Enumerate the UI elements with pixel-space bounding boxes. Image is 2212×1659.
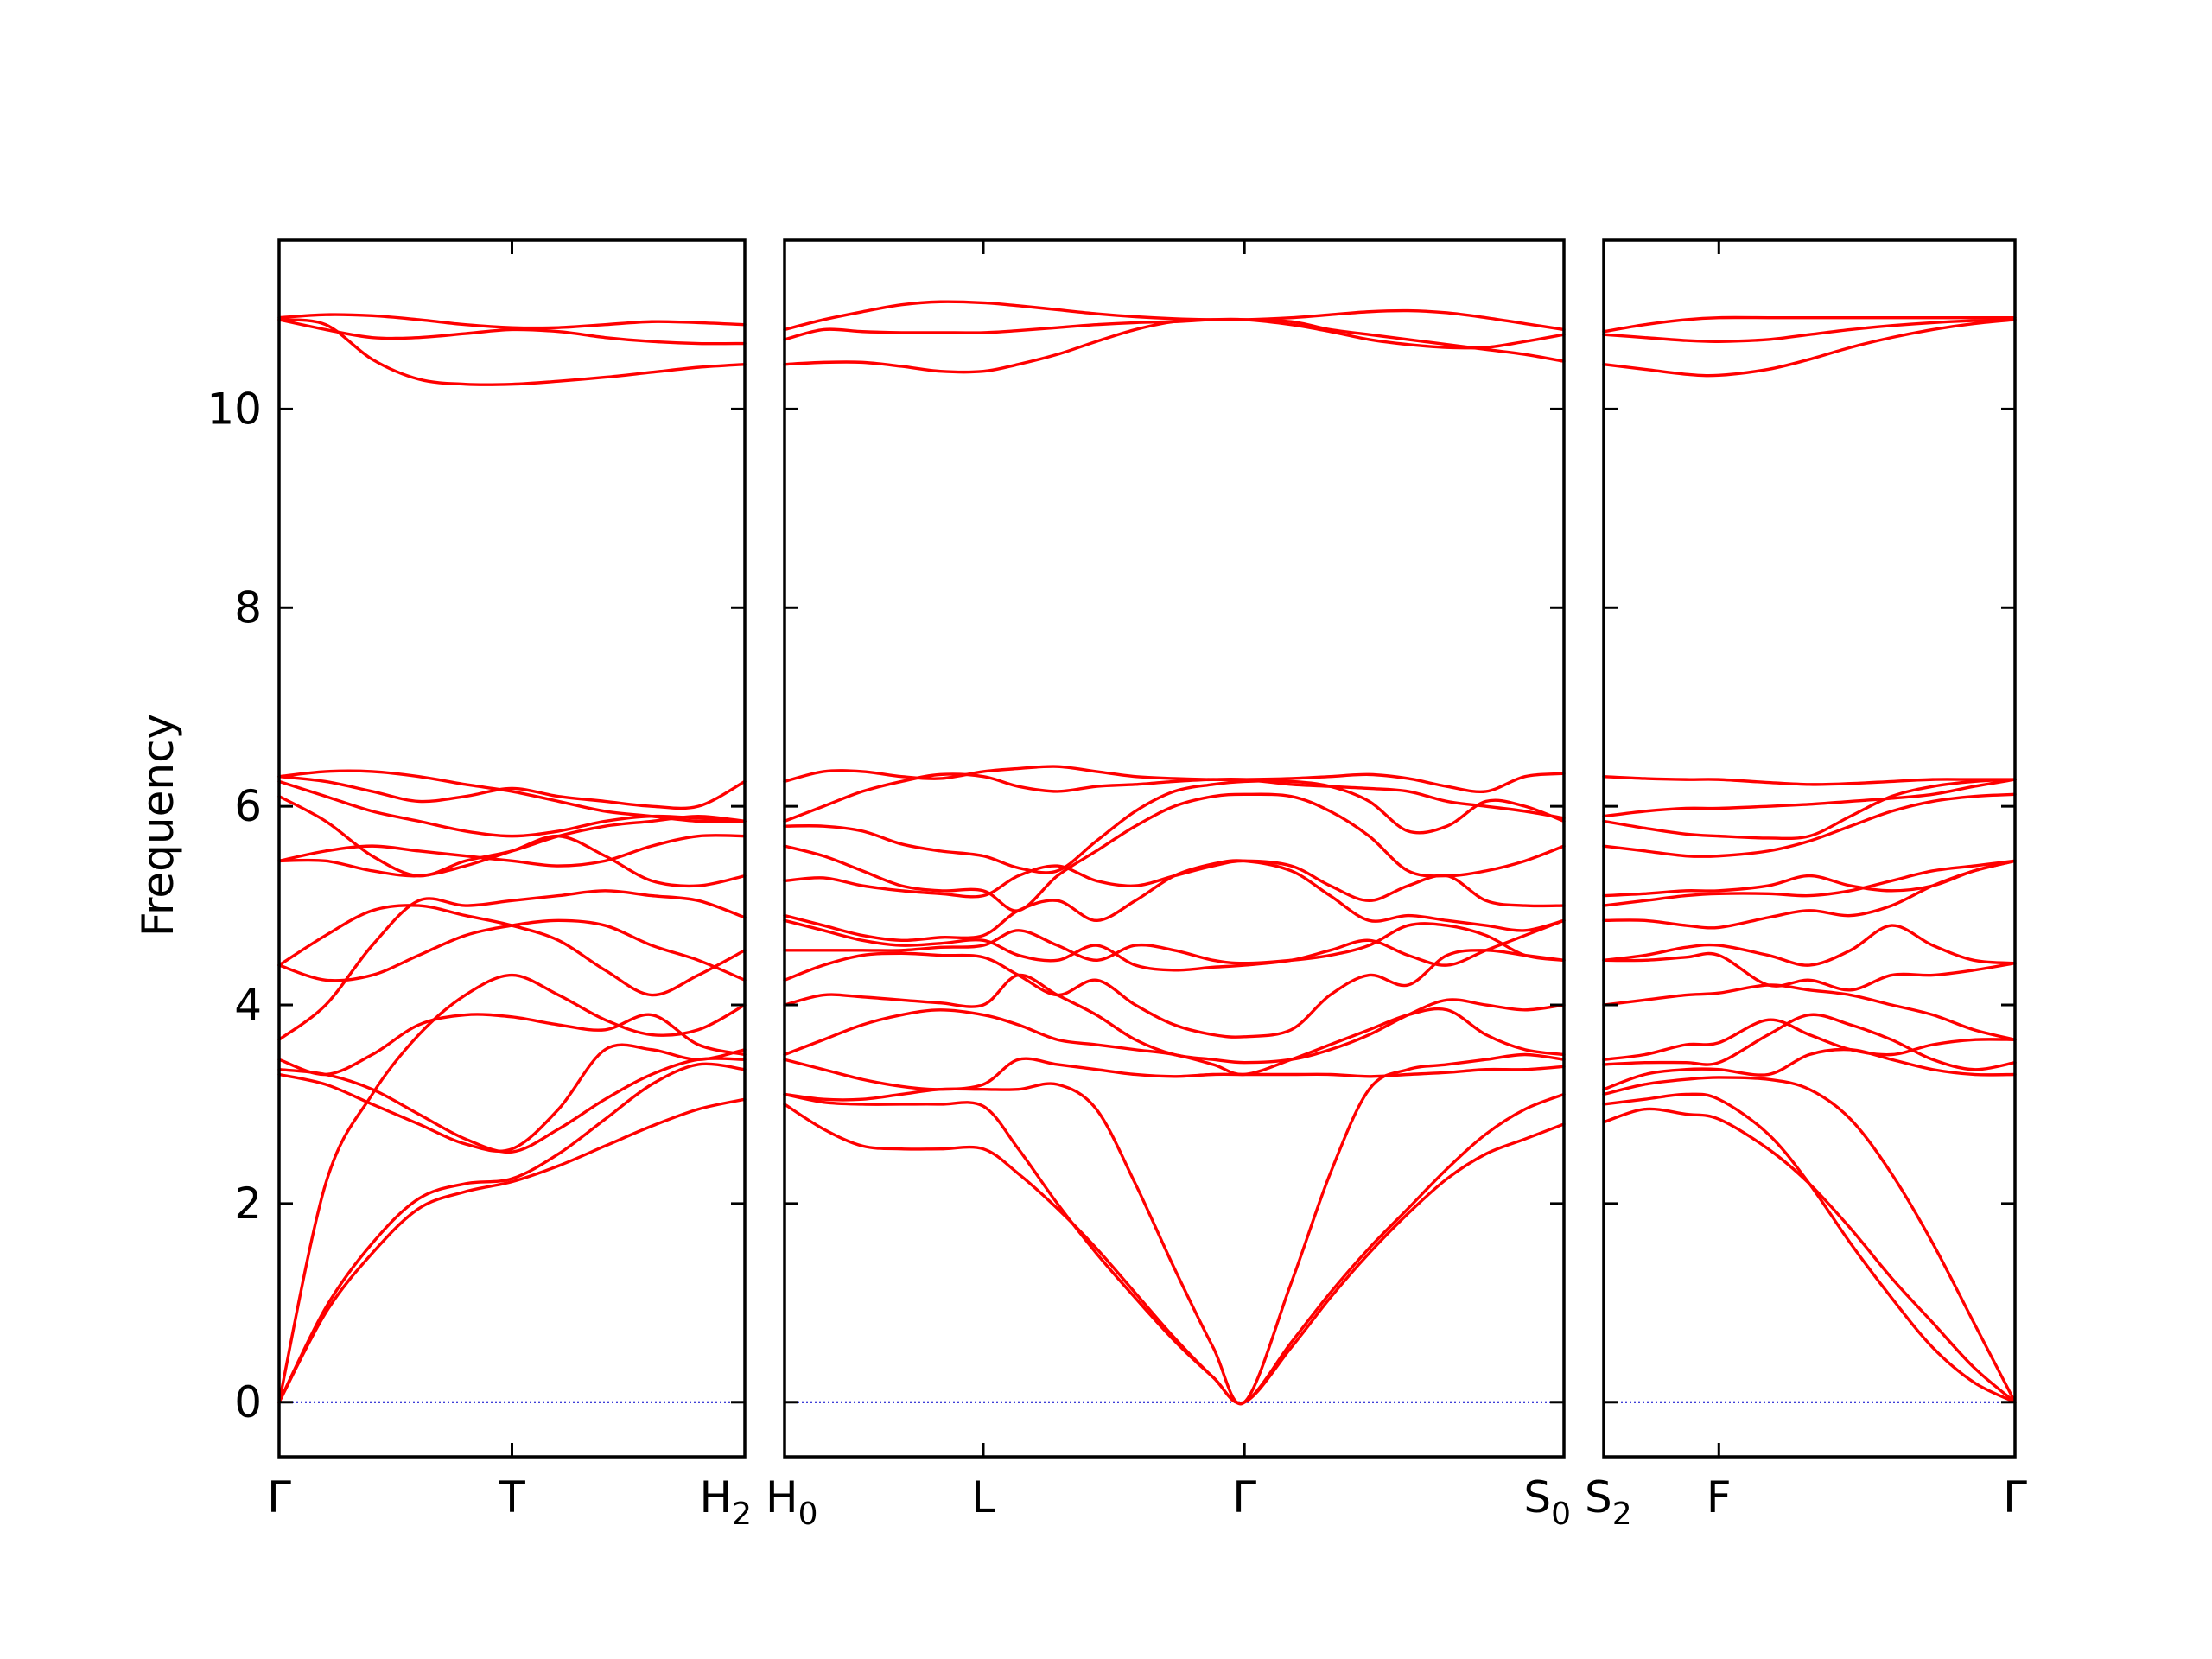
band-17 <box>277 318 747 346</box>
band-6 <box>277 1013 747 1077</box>
band-1 <box>277 1097 747 1404</box>
band-4 <box>1602 1047 2017 1091</box>
x-tick-label: Γ <box>267 1472 291 1522</box>
band-13 <box>1602 792 2017 859</box>
y-tick-label: 8 <box>234 582 262 632</box>
band-8 <box>277 904 747 997</box>
x-tick-label: Γ <box>2003 1472 2027 1522</box>
band-18 <box>277 313 747 330</box>
x-tick-label: F <box>1707 1472 1732 1522</box>
band-12 <box>783 792 1566 912</box>
band-7 <box>277 889 747 1041</box>
band-13 <box>277 779 747 838</box>
band-17 <box>1602 318 2017 378</box>
band-12 <box>277 794 747 878</box>
band-2 <box>1602 1092 2017 1404</box>
x-tick-label: S0 <box>1523 1472 1571 1532</box>
band-8 <box>783 922 1566 965</box>
band-7 <box>783 949 1566 1039</box>
band-18 <box>1602 318 2017 343</box>
x-tick-label: H0 <box>766 1472 818 1532</box>
band-2 <box>783 1092 1566 1405</box>
panel-frame <box>783 238 1566 1459</box>
band-11 <box>1602 859 2017 907</box>
x-tick-label: S2 <box>1585 1472 1632 1532</box>
band-11 <box>783 859 1566 908</box>
band-14 <box>1602 778 2017 841</box>
panel-3: S2 F Γ <box>1585 238 2027 1532</box>
band-3 <box>277 973 747 1404</box>
band-6 <box>783 973 1566 1065</box>
y-tick-label: 2 <box>234 1179 262 1229</box>
band-5 <box>277 1057 747 1154</box>
y-axis-label: Frequency <box>133 714 183 937</box>
plot-layer: 0 2 4 6 8 10 Γ T H2 H0 L Γ S0 S2 F Γ <box>207 238 2027 1532</box>
x-tick-label: T <box>498 1472 525 1522</box>
band-19 <box>1602 315 2017 334</box>
x-tick-label: Γ <box>1232 1472 1256 1522</box>
band-15 <box>783 765 1566 794</box>
panel-1: 0 2 4 6 8 10 Γ T H2 <box>207 238 752 1532</box>
band-15 <box>277 769 747 823</box>
x-tick-label: L <box>971 1472 995 1522</box>
y-tick-label: 10 <box>207 384 262 434</box>
band-18 <box>783 300 1566 332</box>
band-14 <box>277 774 747 810</box>
band-9 <box>1602 924 2017 967</box>
band-16 <box>277 318 747 386</box>
panel-frame <box>1602 238 2017 1459</box>
band-16 <box>783 317 1566 374</box>
band-2 <box>277 1062 747 1404</box>
band-3 <box>1602 1076 2017 1404</box>
band-7 <box>1602 983 2017 1041</box>
band-8 <box>1602 951 2017 992</box>
band-15 <box>1602 778 2017 818</box>
y-tick-label: 6 <box>234 781 262 831</box>
band-1 <box>1602 1107 2017 1404</box>
band-16 <box>1602 774 2017 786</box>
y-tick-label: 0 <box>234 1377 262 1427</box>
band-3 <box>783 1052 1566 1406</box>
x-tick-label: H2 <box>699 1472 752 1532</box>
band-17 <box>783 317 1566 350</box>
band-9 <box>277 918 747 982</box>
band-4 <box>277 1043 747 1153</box>
band-14 <box>783 772 1566 823</box>
band-13 <box>783 779 1566 874</box>
band-1 <box>783 1103 1566 1405</box>
band-6 <box>1602 1018 2017 1061</box>
band-12 <box>1602 859 2017 898</box>
band-9 <box>783 918 1566 972</box>
band-4 <box>783 1057 1566 1091</box>
band-5 <box>1602 1013 2017 1071</box>
y-tick-label: 4 <box>234 980 262 1030</box>
panel-2: H0 L Γ S0 <box>766 238 1571 1532</box>
band-10 <box>783 859 1566 943</box>
